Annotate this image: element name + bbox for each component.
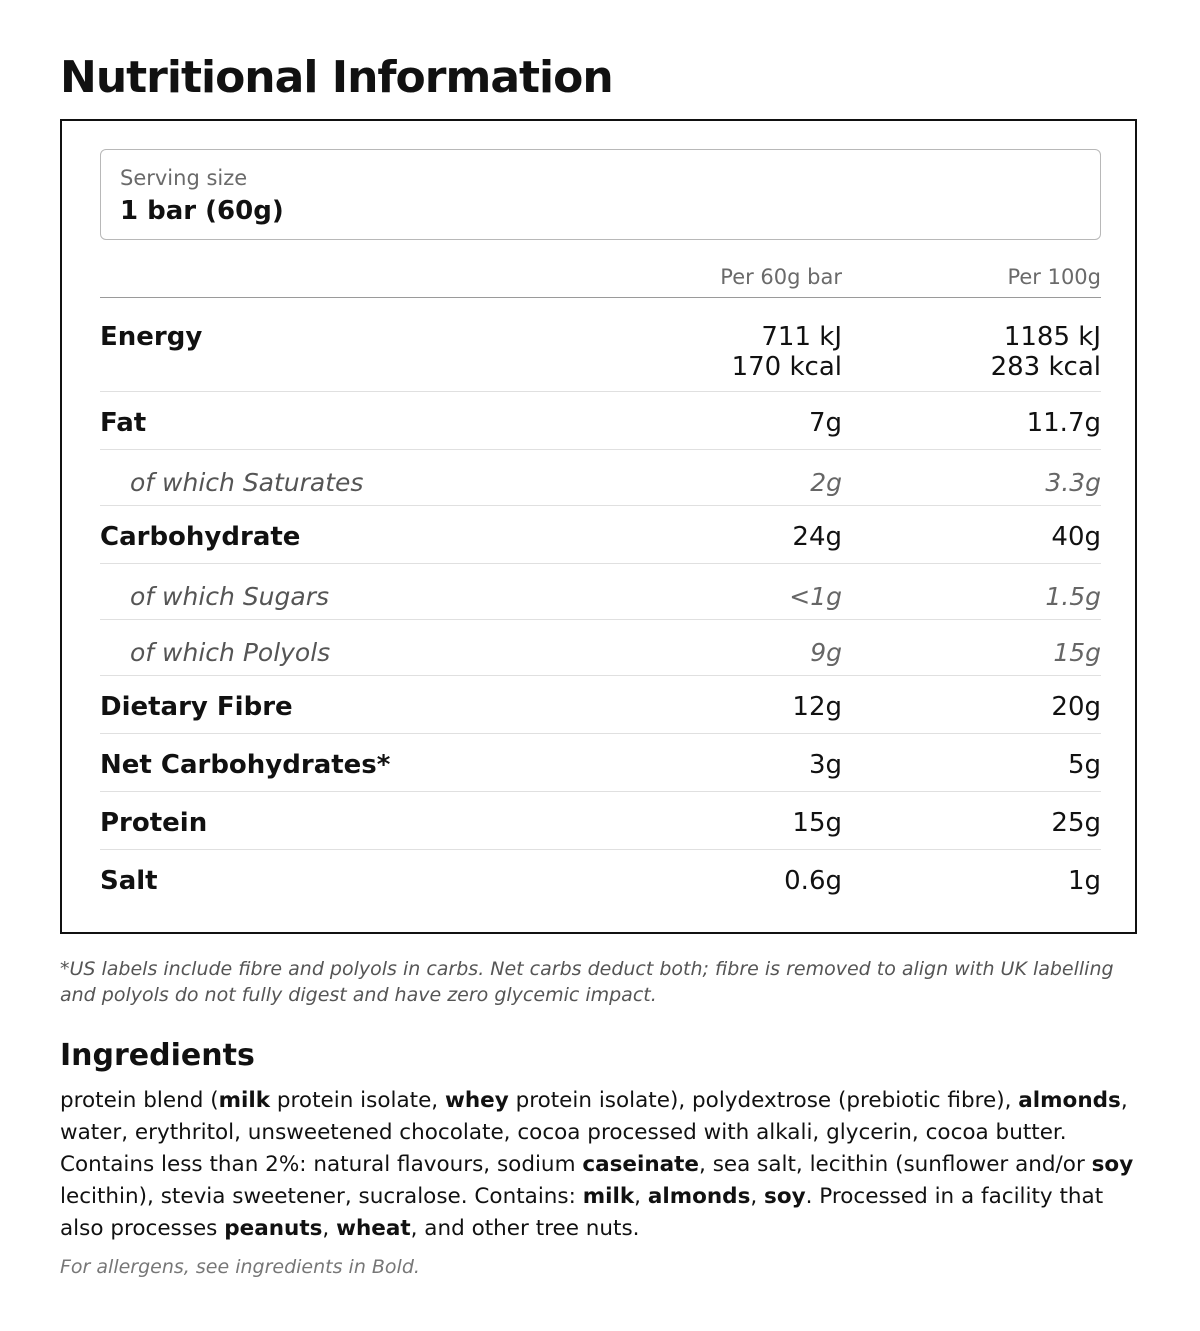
ingredient-text: protein isolate), polydextrose (prebioti… bbox=[508, 1088, 1019, 1113]
allergen-ingredient: almonds bbox=[647, 1184, 751, 1209]
page-title: Nutritional Information bbox=[60, 52, 614, 103]
serving-size-label: Serving size bbox=[120, 166, 248, 190]
value-per-serving: 3g bbox=[808, 750, 842, 780]
value-per-100g: 1g bbox=[1067, 866, 1101, 896]
allergen-ingredient: milk bbox=[582, 1184, 635, 1209]
value-per-serving-line: 170 kcal bbox=[731, 352, 842, 382]
nutrient-name: Salt bbox=[100, 866, 158, 896]
nutrient-name: Energy bbox=[100, 322, 203, 352]
value-per-serving: 12g bbox=[792, 692, 842, 722]
allergen-ingredient: caseinate bbox=[582, 1152, 700, 1177]
value-per-100g: 25g bbox=[1051, 808, 1101, 838]
nutrient-row: Carbohydrate 24g 40g bbox=[100, 506, 1101, 564]
ingredient-text: protein blend ( bbox=[60, 1088, 219, 1113]
allergen-ingredient: peanuts bbox=[224, 1216, 323, 1241]
value-per-100g-line: 283 kcal bbox=[990, 352, 1101, 382]
ingredient-text: , and other tree nuts. bbox=[410, 1216, 640, 1241]
allergen-ingredient: soy bbox=[1091, 1152, 1134, 1177]
value-per-100g: 20g bbox=[1051, 692, 1101, 722]
value-per-serving: 0.6g bbox=[784, 866, 842, 896]
allergen-ingredient: whey bbox=[444, 1088, 509, 1113]
value-per-100g: 1185 kJ 283 kcal bbox=[881, 322, 1101, 382]
allergen-ingredient: milk bbox=[218, 1088, 271, 1113]
nutrient-row: Fat 7g 11.7g bbox=[100, 392, 1101, 450]
value-per-serving-line: 711 kJ bbox=[761, 322, 842, 352]
ingredient-text: lecithin), stevia sweetener, sucralose. … bbox=[60, 1184, 583, 1209]
allergen-note: For allergens, see ingredients in Bold. bbox=[60, 1256, 420, 1278]
allergen-ingredient: wheat bbox=[336, 1216, 411, 1241]
ingredient-text: . Processed in a facility that also proc… bbox=[60, 1184, 1104, 1241]
nutrient-row: Energy 711 kJ 170 kcal 1185 kJ 283 kcal bbox=[100, 298, 1101, 392]
value-per-100g: 5g bbox=[1067, 750, 1101, 780]
value-per-100g: 3.3g bbox=[1045, 468, 1101, 497]
column-header-per-serving: Per 60g bar bbox=[720, 265, 842, 289]
nutrient-row: Net Carbohydrates* 3g 5g bbox=[100, 734, 1101, 792]
nutrient-name: of which Polyols bbox=[130, 638, 331, 667]
ingredient-text: , sea salt, lecithin (sunflower and/or bbox=[699, 1152, 1092, 1177]
nutrient-rows: Energy 711 kJ 170 kcal 1185 kJ 283 kcal Fat 7g… bbox=[100, 298, 1101, 908]
nutrient-row: of which Sugars <1g 1.5g bbox=[100, 564, 1101, 620]
nutrient-name: of which Saturates bbox=[130, 468, 364, 497]
column-header-per-100g: Per 100g bbox=[1007, 265, 1101, 289]
nutrient-name: Carbohydrate bbox=[100, 522, 301, 552]
value-per-100g: 11.7g bbox=[1026, 408, 1101, 438]
value-per-100g: 40g bbox=[1051, 522, 1101, 552]
serving-size-box: Serving size 1 bar (60g) bbox=[100, 149, 1101, 240]
value-per-serving: 24g bbox=[792, 522, 842, 552]
value-per-serving: 711 kJ 170 kcal bbox=[622, 322, 842, 382]
ingredient-text: , bbox=[750, 1184, 765, 1209]
value-per-serving: 15g bbox=[792, 808, 842, 838]
allergen-ingredient: soy bbox=[764, 1184, 806, 1209]
value-per-100g: 1.5g bbox=[1045, 582, 1101, 611]
value-per-100g: 15g bbox=[1053, 638, 1101, 667]
allergen-ingredient: almonds bbox=[1018, 1088, 1121, 1113]
nutrient-row: of which Saturates 2g 3.3g bbox=[100, 450, 1101, 506]
nutrition-table: Serving size 1 bar (60g) Per 60g bar Per… bbox=[60, 119, 1137, 934]
nutrient-name: of which Sugars bbox=[130, 582, 330, 611]
ingredient-text: protein isolate, bbox=[270, 1088, 445, 1113]
ingredients-heading: Ingredients bbox=[60, 1038, 255, 1073]
ingredient-text: , bbox=[322, 1216, 337, 1241]
ingredients-text: protein blend (milk protein isolate, whe… bbox=[60, 1085, 1145, 1245]
nutrient-name: Net Carbohydrates* bbox=[100, 750, 391, 780]
value-per-serving: 2g bbox=[810, 468, 842, 497]
header-divider bbox=[100, 297, 1101, 298]
value-per-serving: 7g bbox=[808, 408, 842, 438]
ingredient-text: , water, erythritol, unsweetened chocola… bbox=[60, 1088, 1128, 1177]
value-per-serving: 9g bbox=[810, 638, 842, 667]
nutrient-row: Salt 0.6g 1g bbox=[100, 850, 1101, 908]
value-per-100g-line: 1185 kJ bbox=[1003, 322, 1101, 352]
nutrient-row: Protein 15g 25g bbox=[100, 792, 1101, 850]
net-carbs-footnote: *US labels include fibre and polyols in … bbox=[60, 958, 1114, 1006]
value-per-serving: <1g bbox=[789, 582, 842, 611]
nutrient-name: Fat bbox=[100, 408, 147, 438]
nutrient-name: Dietary Fibre bbox=[100, 692, 293, 722]
serving-size-value: 1 bar (60g) bbox=[120, 196, 284, 226]
nutrient-name: Protein bbox=[100, 808, 208, 838]
nutrient-row: of which Polyols 9g 15g bbox=[100, 620, 1101, 676]
ingredient-text: , bbox=[634, 1184, 648, 1209]
nutrient-row: Dietary Fibre 12g 20g bbox=[100, 676, 1101, 734]
